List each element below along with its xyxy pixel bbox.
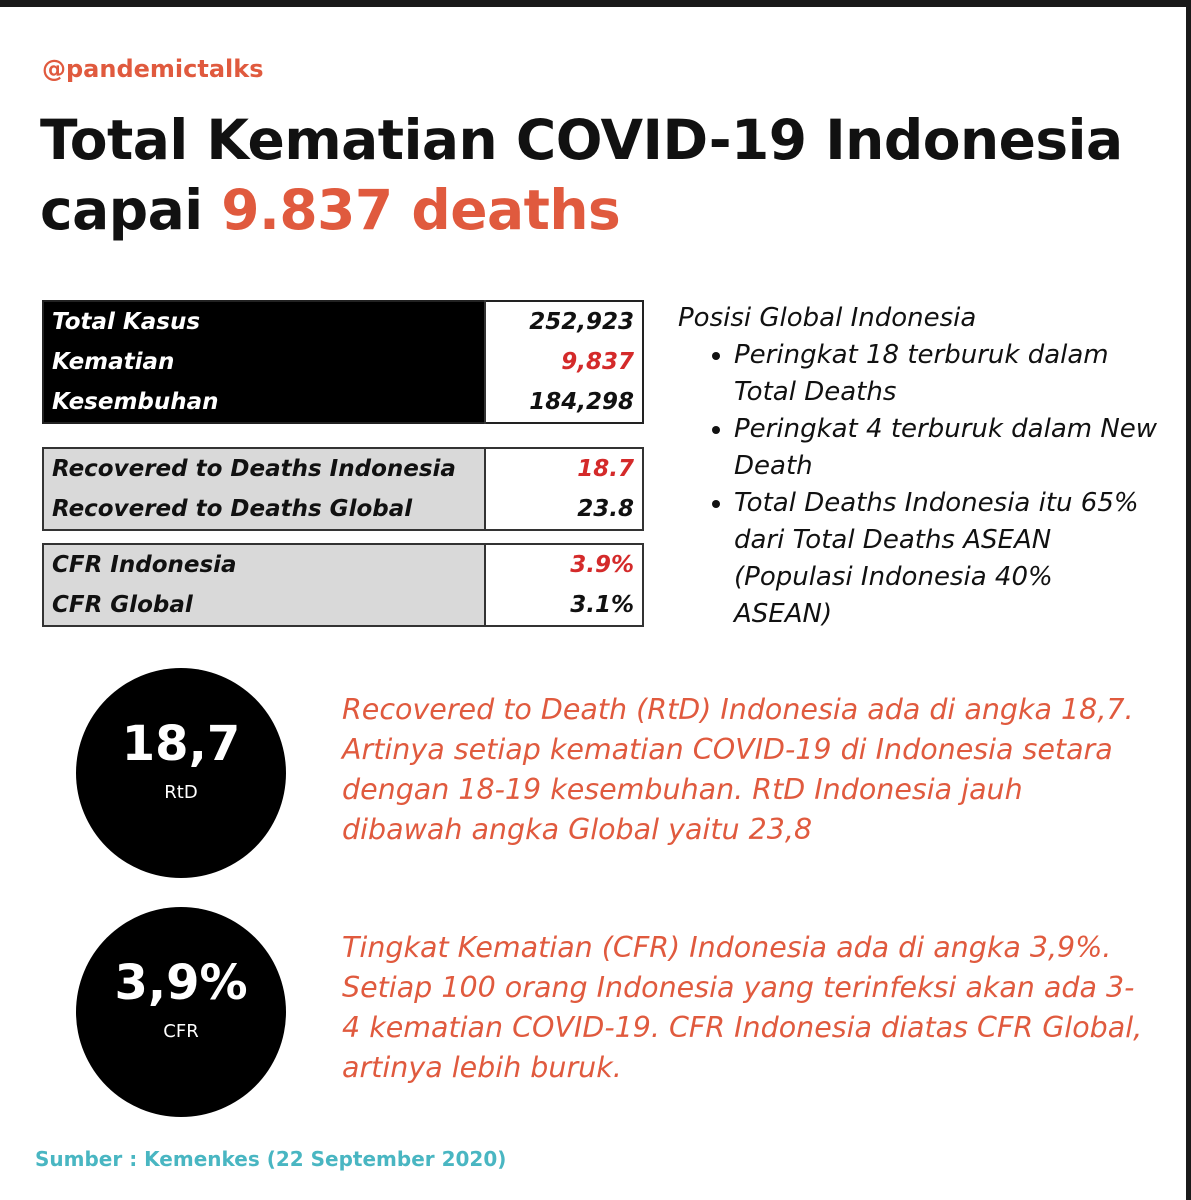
global-position-section: Posisi Global Indonesia Peringkat 18 ter…	[678, 300, 1158, 633]
rtd-circle-value: 18,7	[121, 716, 241, 772]
table-row: Kesembuhan 184,298	[43, 382, 643, 423]
page-title: Total Kematian COVID-19 Indonesia capai …	[40, 105, 1123, 245]
rtd-circle-badge: 18,7 RtD	[76, 668, 286, 878]
global-position-title: Posisi Global Indonesia	[678, 303, 977, 333]
title-line-1: Total Kematian COVID-19 Indonesia	[40, 108, 1123, 172]
total-cases-label: Total Kasus	[43, 301, 485, 342]
rtd-indonesia-value: 18.7	[484, 448, 643, 489]
cfr-circle-label: CFR	[163, 1021, 199, 1042]
cfr-indonesia-label: CFR Indonesia	[43, 544, 485, 585]
title-prefix: capai	[40, 178, 222, 242]
deaths-value: 9,837	[484, 342, 643, 382]
death-count-highlight: 9.837 deaths	[221, 178, 621, 242]
rtd-explanation: Recovered to Death (RtD) Indonesia ada d…	[342, 693, 1134, 846]
right-border	[1186, 0, 1191, 1200]
top-border	[0, 0, 1191, 7]
table-row: Recovered to Deaths Indonesia 18.7	[43, 448, 643, 489]
table-row: Recovered to Deaths Global 23.8	[43, 489, 643, 530]
recoveries-value: 184,298	[484, 382, 643, 423]
rtd-global-value: 23.8	[484, 489, 643, 530]
rtd-circle-label: RtD	[164, 782, 198, 803]
rtd-indonesia-label: Recovered to Deaths Indonesia	[43, 448, 485, 489]
main-stats-table: Total Kasus 252,923 Kematian 9,837 Kesem…	[42, 300, 644, 424]
table-row: Kematian 9,837	[43, 342, 643, 382]
table-row: CFR Indonesia 3.9%	[43, 544, 643, 585]
rtd-stats-table: Recovered to Deaths Indonesia 18.7 Recov…	[42, 447, 644, 531]
account-handle: @pandemictalks	[42, 55, 264, 83]
global-position-list: Peringkat 18 terburuk dalam Total Deaths…	[678, 337, 1158, 633]
cfr-indonesia-value: 3.9%	[484, 544, 643, 585]
list-item: Peringkat 18 terburuk dalam Total Deaths	[734, 337, 1158, 411]
cfr-stats-table: CFR Indonesia 3.9% CFR Global 3.1%	[42, 543, 644, 627]
cfr-global-value: 3.1%	[484, 585, 643, 626]
list-item: Total Deaths Indonesia itu 65% dari Tota…	[734, 485, 1158, 633]
deaths-label: Kematian	[43, 342, 485, 382]
table-row: CFR Global 3.1%	[43, 585, 643, 626]
cfr-circle-badge: 3,9% CFR	[76, 907, 286, 1117]
cfr-circle-value: 3,9%	[114, 955, 248, 1011]
total-cases-value: 252,923	[484, 301, 643, 342]
recoveries-label: Kesembuhan	[43, 382, 485, 423]
table-row: Total Kasus 252,923	[43, 301, 643, 342]
title-line-2: capai 9.837 deaths	[40, 175, 1123, 245]
list-item: Peringkat 4 terburuk dalam New Death	[734, 411, 1158, 485]
rtd-global-label: Recovered to Deaths Global	[43, 489, 485, 530]
cfr-explanation: Tingkat Kematian (CFR) Indonesia ada di …	[342, 931, 1143, 1084]
cfr-global-label: CFR Global	[43, 585, 485, 626]
source-note: Sumber : Kemenkes (22 September 2020)	[35, 1147, 507, 1171]
